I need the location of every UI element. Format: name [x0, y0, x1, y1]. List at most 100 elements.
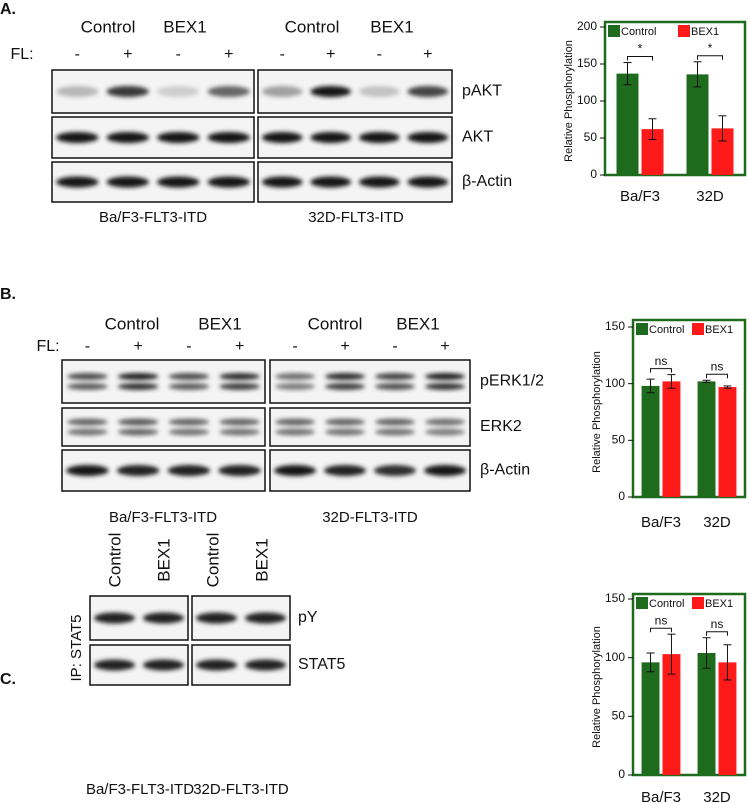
band — [425, 383, 465, 390]
bar — [718, 387, 737, 497]
band — [142, 612, 185, 624]
cell-line-label: 32D-FLT3-ITD — [193, 781, 289, 798]
y-tick-label: 100 — [605, 650, 625, 664]
band — [207, 132, 250, 143]
band — [157, 86, 200, 97]
band — [310, 176, 352, 188]
row-label: β-Actin — [480, 462, 530, 479]
y-tick-label: 0 — [618, 489, 625, 503]
plot-frame — [603, 20, 747, 177]
band — [310, 132, 352, 143]
band — [117, 428, 159, 436]
band — [375, 383, 415, 390]
band — [275, 383, 315, 390]
band — [67, 373, 108, 380]
band — [425, 418, 465, 426]
fl-sign: - — [176, 46, 181, 63]
significance-label: ns — [711, 359, 724, 373]
legend-swatch — [608, 25, 620, 37]
fl-sign: + — [235, 338, 244, 355]
band — [116, 465, 160, 476]
y-axis-label: Relative Phosphorylation — [563, 40, 575, 162]
legend-swatch — [678, 25, 690, 37]
group-label: BEX1 — [163, 17, 206, 36]
group-label: Control — [81, 17, 136, 36]
band — [218, 465, 261, 476]
band — [219, 383, 260, 390]
band — [168, 418, 210, 426]
blot — [269, 407, 471, 447]
bar — [641, 129, 664, 175]
error-bar — [646, 652, 655, 673]
y-tick-label: 0 — [590, 167, 597, 181]
y-tick-label: 100 — [605, 376, 625, 390]
error-bar — [693, 61, 702, 88]
lane-label: BEX1 — [154, 538, 173, 581]
error-bar — [648, 118, 657, 140]
legend-label: BEX1 — [691, 26, 719, 38]
band — [168, 383, 210, 390]
x-tick-label: 32D — [703, 514, 731, 531]
legend-label: BEX1 — [705, 324, 733, 336]
legend-label: Control — [649, 324, 684, 336]
panel-letter: C. — [0, 671, 16, 688]
band — [106, 86, 149, 97]
lane-label: BEX1 — [252, 538, 271, 581]
band — [325, 373, 365, 380]
fl-sign: - — [377, 46, 382, 63]
y-tick-label: 150 — [605, 319, 625, 333]
panel-letter: A. — [0, 1, 16, 18]
bar — [686, 74, 709, 175]
band — [67, 418, 108, 426]
error-bar — [723, 644, 732, 681]
row-label: AKT — [462, 129, 493, 146]
error-bar — [623, 62, 632, 86]
group-label: Control — [105, 314, 160, 333]
band — [375, 428, 415, 436]
band — [93, 659, 136, 671]
band — [325, 428, 365, 436]
band — [375, 418, 415, 426]
y-tick-label: 150 — [577, 56, 597, 70]
error-bar — [667, 633, 676, 675]
significance-label: ns — [655, 613, 668, 627]
fl-sign: - — [186, 338, 191, 355]
legend-label: BEX1 — [705, 598, 733, 610]
band — [168, 428, 210, 436]
band — [168, 373, 210, 380]
plot-frame — [631, 592, 747, 777]
band — [106, 132, 149, 143]
legend-label: Control — [621, 26, 656, 38]
group-label: BEX1 — [370, 17, 413, 36]
y-axis-label: Relative Phosphorylation — [591, 351, 603, 473]
band — [207, 86, 250, 97]
fl-sign: + — [224, 46, 233, 63]
error-bar — [702, 637, 711, 669]
band — [207, 176, 250, 188]
fl-sign: + — [123, 46, 132, 63]
band — [407, 86, 449, 97]
fl-sign: + — [340, 338, 349, 355]
band — [310, 86, 352, 97]
fl-sign: - — [75, 46, 80, 63]
cell-line-label: 32D-FLT3-ITD — [322, 509, 418, 526]
band — [56, 86, 99, 97]
band — [219, 428, 260, 436]
cell-line-label: Ba/F3-FLT3-ITD — [99, 209, 207, 226]
band — [142, 659, 185, 671]
bar — [697, 381, 716, 497]
band — [67, 428, 108, 436]
band — [425, 373, 465, 380]
row-label: pAKT — [462, 83, 502, 100]
bar — [616, 73, 639, 175]
significance-bracket — [697, 55, 723, 60]
blot — [61, 407, 266, 447]
bar — [718, 662, 737, 775]
x-tick-label: Ba/F3 — [641, 789, 681, 803]
band — [219, 418, 260, 426]
band — [117, 373, 159, 380]
x-tick-label: Ba/F3 — [620, 188, 660, 205]
band — [275, 428, 315, 436]
y-tick-label: 50 — [612, 433, 626, 447]
bar — [662, 381, 681, 497]
